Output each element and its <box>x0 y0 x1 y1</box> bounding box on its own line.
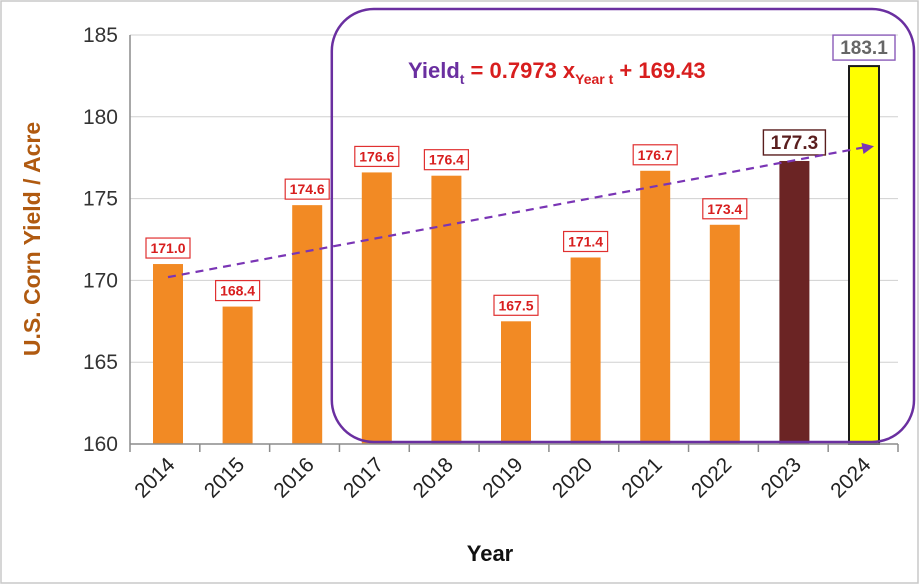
data-label-box <box>762 129 827 156</box>
y-tick-label: 165 <box>83 351 118 374</box>
bar-2016 <box>292 205 323 444</box>
bar-2024 <box>848 65 880 445</box>
x-tick-label: 2016 <box>269 453 318 502</box>
x-tick-label: 2015 <box>200 453 249 502</box>
data-label: 167.5 <box>498 297 533 313</box>
y-axis-label: U.S. Corn Yield / Acre <box>19 122 45 356</box>
data-label: 183.1 <box>840 38 888 59</box>
y-tick-label: 185 <box>83 24 118 47</box>
x-axis-label: Year <box>467 541 514 566</box>
data-label-box <box>145 237 191 259</box>
bar-2023 <box>779 160 810 445</box>
bar-2017 <box>361 172 392 444</box>
x-tick-label: 2023 <box>757 453 806 502</box>
trend-line <box>167 145 871 279</box>
regression-equation: Yieldt = 0.7973 xYear t + 169.43 <box>408 58 706 87</box>
data-label-box <box>215 279 261 302</box>
data-label-box <box>702 198 748 220</box>
trend-arrowhead <box>861 142 874 154</box>
x-tick-label: 2022 <box>687 453 736 502</box>
x-tick-label: 2014 <box>130 453 180 503</box>
data-label: 174.6 <box>290 181 325 197</box>
data-label: 177.3 <box>771 133 819 154</box>
data-label: 173.4 <box>707 201 742 217</box>
equation-lhs: Yield <box>408 58 460 83</box>
data-label: 171.4 <box>568 233 603 249</box>
bar-2020 <box>570 257 601 444</box>
data-label-box <box>423 149 469 171</box>
bar-2015 <box>222 306 253 444</box>
equation-coef-subscript: Year t <box>575 71 613 87</box>
data-label-box <box>832 34 896 61</box>
x-tick-label: 2019 <box>478 453 527 502</box>
data-labels: 171.0 168.4 174.6 176.6 176.4 167.5 171.4 176.7… <box>145 34 896 316</box>
x-tick-label: 2024 <box>826 453 876 503</box>
y-tick-label: 160 <box>83 433 118 456</box>
data-label: 176.6 <box>359 148 394 164</box>
bar-2019 <box>501 321 531 444</box>
data-label-box <box>354 145 400 168</box>
overlay <box>167 7 916 444</box>
x-tick-label: 2020 <box>548 453 597 502</box>
data-label-box <box>562 230 609 253</box>
data-label-box <box>632 144 678 166</box>
bar-2022 <box>709 224 740 444</box>
y-tick-label: 175 <box>83 188 118 211</box>
x-tick-label: 2021 <box>617 453 666 502</box>
bar-2021 <box>640 170 671 444</box>
data-label-box <box>284 178 330 200</box>
data-label-box <box>493 294 539 316</box>
equation-intercept: 169.43 <box>638 58 705 83</box>
equation-lhs-subscript: t <box>460 71 465 87</box>
y-tick-label: 180 <box>83 106 118 129</box>
y-tick-label: 170 <box>83 269 118 292</box>
data-label: 176.7 <box>638 147 673 163</box>
data-label: 176.4 <box>429 152 464 168</box>
bars <box>153 65 880 445</box>
x-tick-label: 2018 <box>409 453 458 502</box>
bar-2018 <box>431 175 462 445</box>
data-label: 168.4 <box>220 283 255 299</box>
data-label: 171.0 <box>150 240 185 256</box>
equation-coefficient: 0.7973 x <box>490 58 576 83</box>
equation-plus: + <box>613 58 638 83</box>
x-tick-label: 2017 <box>339 453 388 502</box>
highlight-region <box>330 7 916 444</box>
axes: 160 165 170 175 180 185 2014 2015 2016 2017 2018 20… <box>83 24 899 503</box>
equation-equals: = <box>464 58 489 83</box>
bar-2014 <box>153 264 183 444</box>
